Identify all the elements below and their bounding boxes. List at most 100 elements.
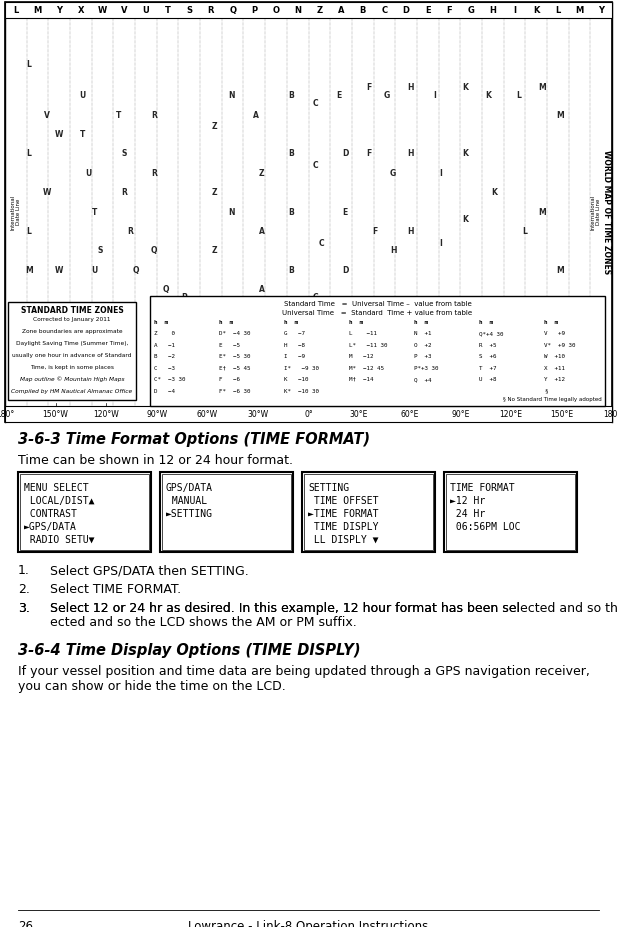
Text: Zone boundaries are approximate: Zone boundaries are approximate <box>22 328 122 334</box>
Text: U: U <box>80 91 86 100</box>
Text: R: R <box>151 169 157 178</box>
Text: F*  −6 30: F* −6 30 <box>219 388 251 393</box>
Text: Z: Z <box>211 304 217 313</box>
Text: M: M <box>539 208 546 217</box>
Text: P: P <box>181 293 187 302</box>
Text: K   −10: K −10 <box>284 377 308 382</box>
Bar <box>302 472 435 552</box>
Text: Q: Q <box>163 286 170 294</box>
Text: Z: Z <box>211 122 217 131</box>
Text: K: K <box>533 6 539 15</box>
Text: D: D <box>402 6 410 15</box>
Text: MENU SELECT: MENU SELECT <box>24 483 89 493</box>
Text: 150°W: 150°W <box>43 410 68 418</box>
Text: Standard Time   =  Universal Time –  value from table: Standard Time = Universal Time – value f… <box>284 301 471 307</box>
Text: P: P <box>181 343 187 352</box>
Text: F: F <box>366 83 372 93</box>
Text: U: U <box>86 169 92 178</box>
Text: Y: Y <box>56 6 62 15</box>
Text: W: W <box>43 188 51 197</box>
Text: W: W <box>98 6 107 15</box>
Text: 120°E: 120°E <box>499 410 523 418</box>
Text: Lowrance - Link-8 Operation Instructions: Lowrance - Link-8 Operation Instructions <box>188 920 428 927</box>
Text: 180°: 180° <box>603 410 617 418</box>
Text: H: H <box>489 6 496 15</box>
Text: Select 12 or 24 hr as desired. In this example, 12 hour format has been sel: Select 12 or 24 hr as desired. In this e… <box>50 602 520 615</box>
Text: W  +10: W +10 <box>544 354 565 359</box>
Text: § No Standard Time legally adopted: § No Standard Time legally adopted <box>503 397 602 402</box>
Text: K: K <box>492 188 497 197</box>
Text: L: L <box>516 91 521 100</box>
Text: M†  −14: M† −14 <box>349 377 373 382</box>
Text: 90°W: 90°W <box>146 410 167 418</box>
Bar <box>5 406 612 422</box>
Text: Universal Time   =  Standard  Time + value from table: Universal Time = Standard Time + value f… <box>283 310 473 316</box>
Text: X  +11: X +11 <box>544 365 565 371</box>
Text: I: I <box>433 91 436 100</box>
Text: E†  −5 45: E† −5 45 <box>219 365 251 371</box>
Text: 3-6-3 Time Format Options (TIME FORMAT): 3-6-3 Time Format Options (TIME FORMAT) <box>18 432 370 447</box>
Text: P*+3 30: P*+3 30 <box>414 365 439 371</box>
Text: Daylight Saving Time (Summer Time),: Daylight Saving Time (Summer Time), <box>16 340 128 346</box>
Text: C: C <box>318 238 324 248</box>
Text: h  m: h m <box>284 320 298 324</box>
Text: M: M <box>33 6 41 15</box>
Text: K: K <box>486 91 492 100</box>
Text: K: K <box>462 83 468 93</box>
Text: h  m: h m <box>154 320 168 324</box>
Text: P: P <box>251 6 257 15</box>
Text: D: D <box>342 149 349 159</box>
Text: M*  −12 45: M* −12 45 <box>349 365 384 371</box>
Text: H: H <box>408 149 414 159</box>
Text: Z: Z <box>259 169 265 178</box>
Text: M   −12: M −12 <box>349 354 373 359</box>
Text: L: L <box>27 227 31 235</box>
Text: International
Date Line: International Date Line <box>10 195 22 230</box>
Text: Q: Q <box>163 332 170 340</box>
Text: Z    0: Z 0 <box>154 331 175 336</box>
Text: V*  +9 30: V* +9 30 <box>544 342 576 348</box>
Text: C: C <box>381 6 387 15</box>
Text: h  m: h m <box>349 320 363 324</box>
Text: O: O <box>273 6 280 15</box>
Bar <box>150 296 605 406</box>
Text: S: S <box>98 304 103 313</box>
Text: S: S <box>98 247 103 255</box>
Text: E: E <box>337 91 342 100</box>
Text: M: M <box>576 6 584 15</box>
Text: H   −8: H −8 <box>284 342 305 348</box>
Text: M: M <box>49 304 57 313</box>
Text: RADIO SETU▼: RADIO SETU▼ <box>24 535 94 545</box>
Text: 0°: 0° <box>304 410 313 418</box>
Text: K: K <box>462 215 468 224</box>
Text: E: E <box>425 6 431 15</box>
Text: F   −6: F −6 <box>219 377 240 382</box>
Text: ►SETTING: ►SETTING <box>166 509 213 519</box>
Text: L    −11: L −11 <box>349 331 377 336</box>
Text: 90°E: 90°E <box>451 410 470 418</box>
Text: N  +1: N +1 <box>414 331 431 336</box>
Text: TIME DISPLY: TIME DISPLY <box>308 522 378 532</box>
Text: H: H <box>408 83 414 93</box>
Text: C: C <box>313 293 318 302</box>
Text: R  +5: R +5 <box>479 342 497 348</box>
Text: M: M <box>25 266 33 274</box>
Text: L*   −11 30: L* −11 30 <box>349 342 387 348</box>
Text: D: D <box>342 266 349 274</box>
Text: Z: Z <box>211 188 217 197</box>
Text: Y  +12: Y +12 <box>544 377 565 382</box>
Text: M: M <box>557 266 564 274</box>
Text: D*  −4 30: D* −4 30 <box>219 331 251 336</box>
Text: A: A <box>259 286 265 294</box>
Text: Q: Q <box>151 247 157 255</box>
Text: L: L <box>27 149 31 159</box>
Text: T: T <box>116 110 121 120</box>
Text: G: G <box>468 6 474 15</box>
Text: H: H <box>390 247 396 255</box>
Text: U: U <box>91 266 97 274</box>
Text: F: F <box>366 149 372 159</box>
Text: G   −7: G −7 <box>284 331 305 336</box>
Bar <box>5 2 612 422</box>
Text: 120°W: 120°W <box>93 410 119 418</box>
Text: C: C <box>313 161 318 170</box>
